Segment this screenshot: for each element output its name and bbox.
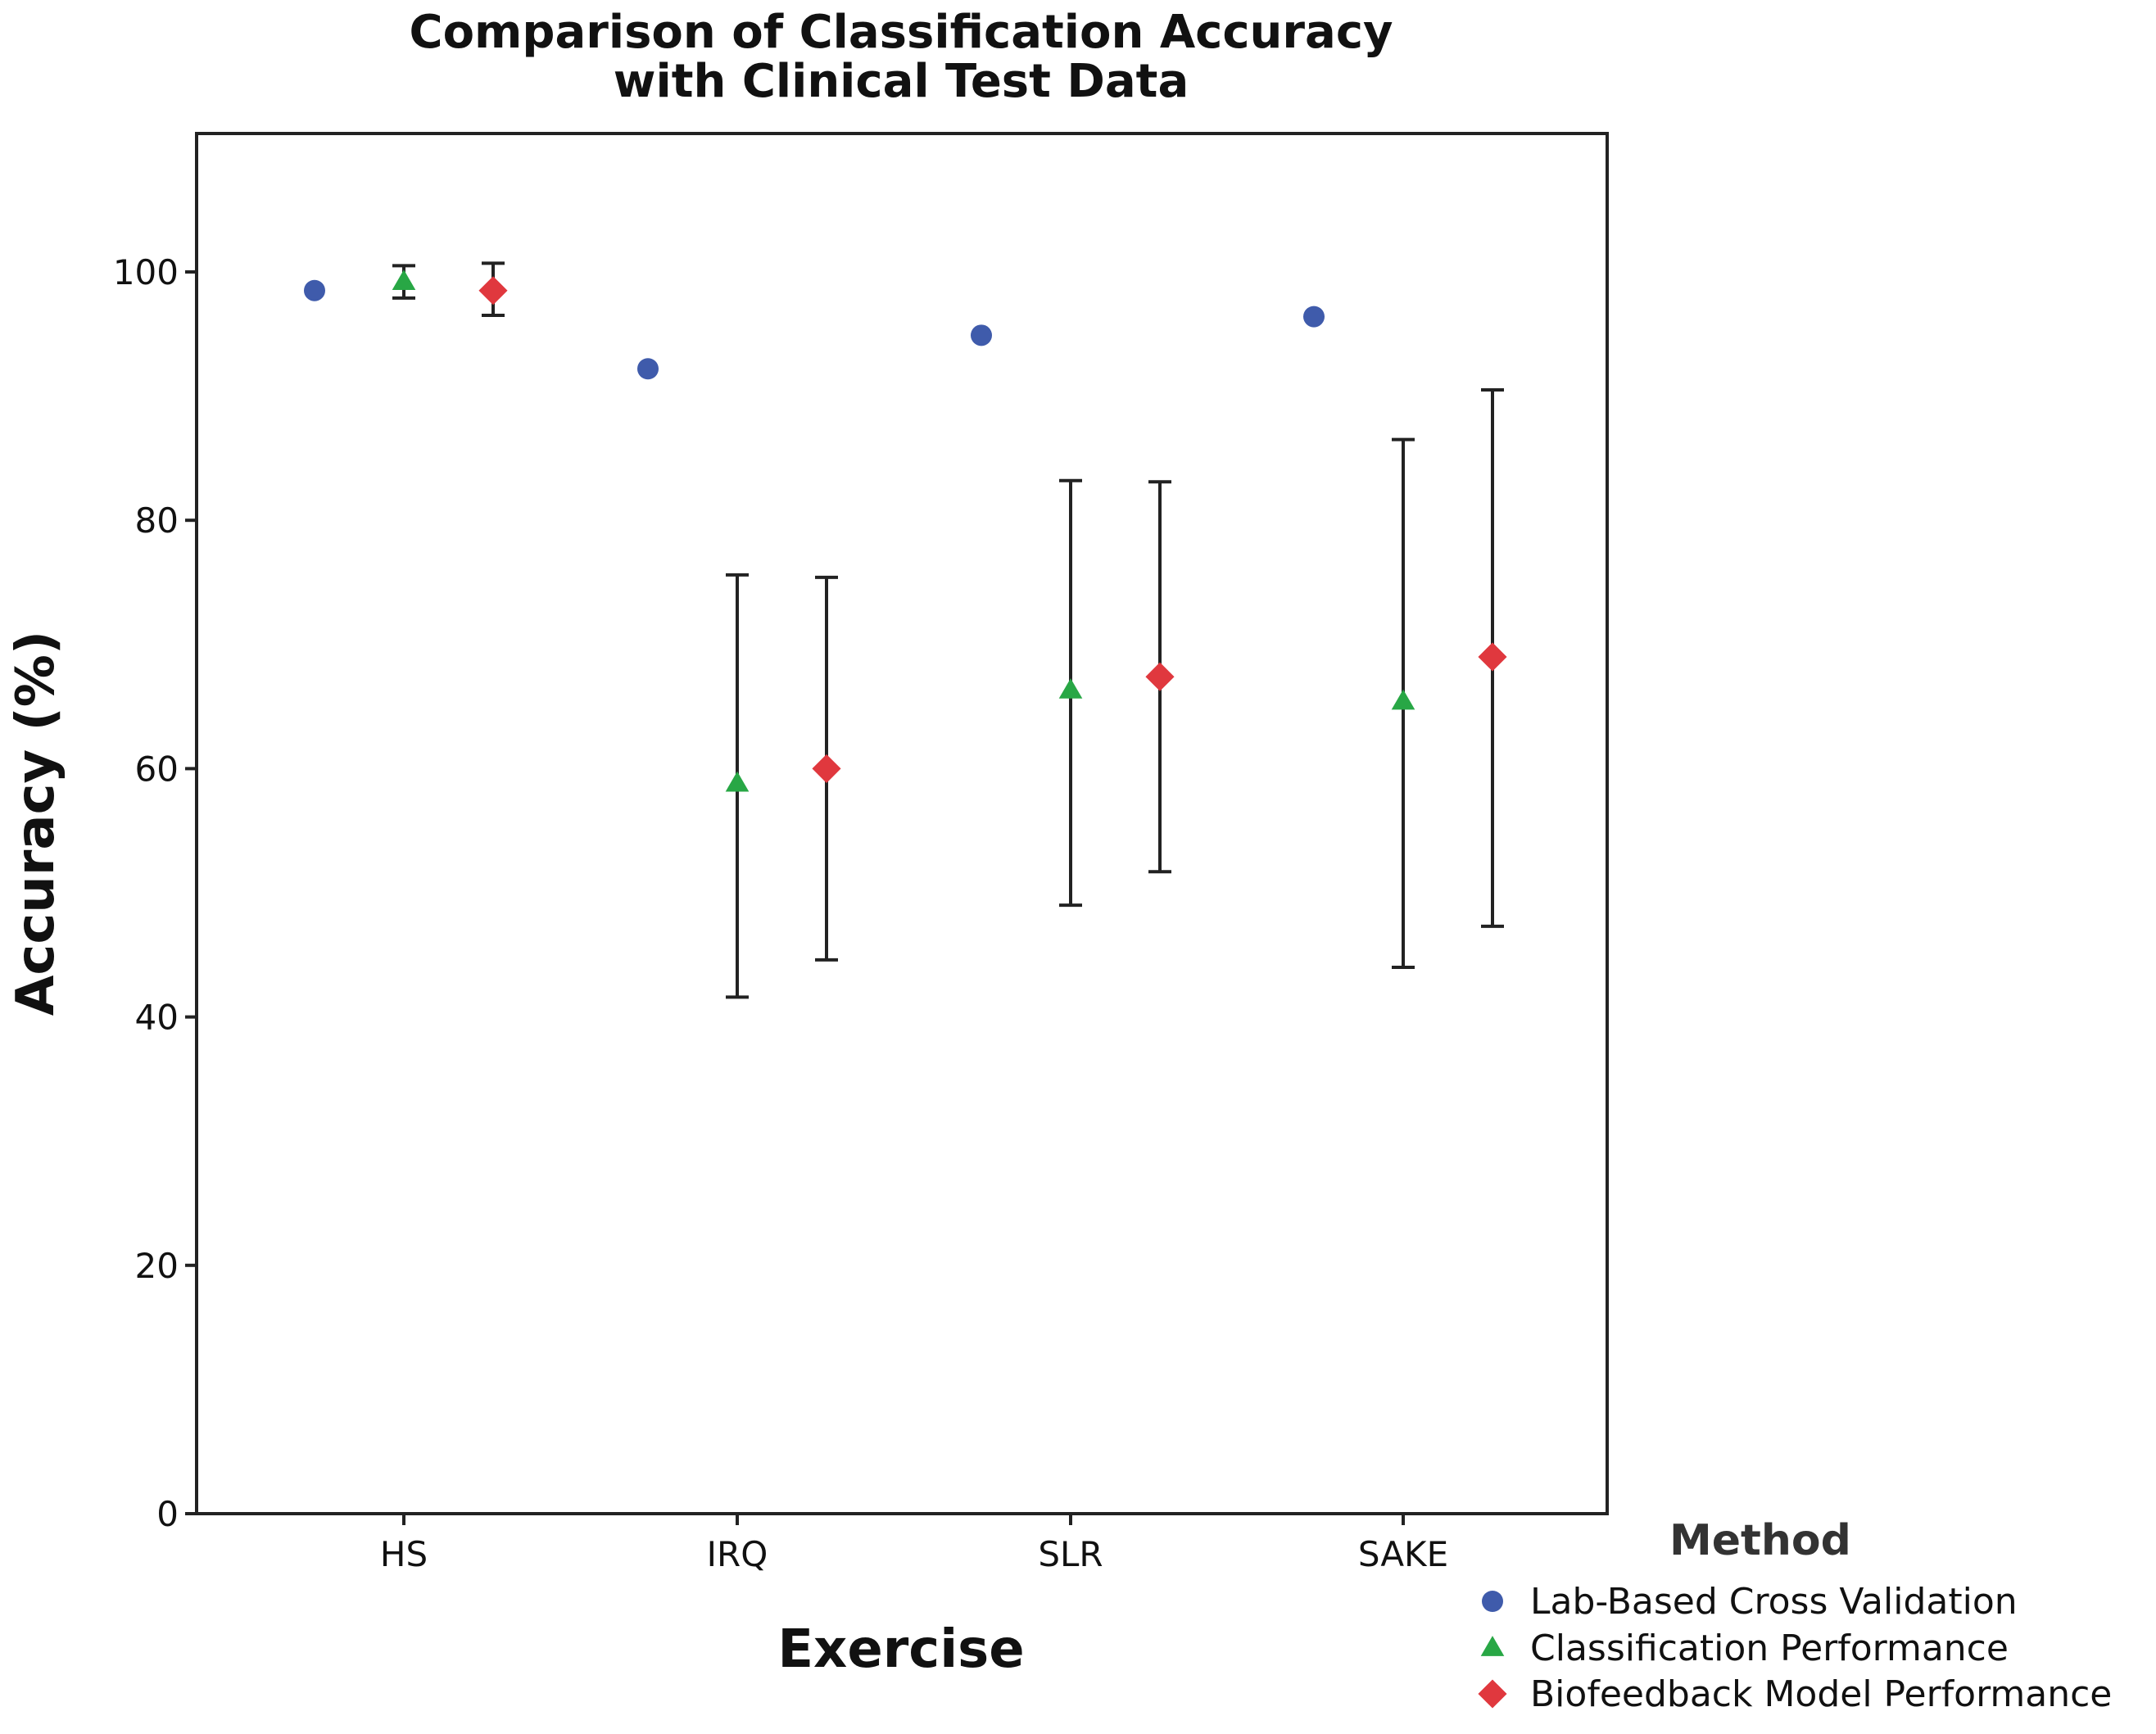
legend-label: Biofeedback Model Performance xyxy=(1530,1673,2112,1715)
legend-marker-lab-based-cross-validation xyxy=(1482,1591,1503,1612)
y-tick-label: 100 xyxy=(113,252,179,292)
point-biofeedback-model-performance-irq xyxy=(812,754,841,783)
legend-marker-classification-performance xyxy=(1480,1636,1505,1656)
error-bars xyxy=(392,261,1504,999)
y-tick-label: 20 xyxy=(135,1246,179,1286)
point-classification-performance-slr xyxy=(1058,678,1083,699)
legend-marker-biofeedback-model-performance xyxy=(1478,1679,1507,1709)
legend-item-lab-based-cross-validation: Lab-Based Cross Validation xyxy=(1482,1581,2018,1623)
legend-label: Lab-Based Cross Validation xyxy=(1530,1581,2018,1623)
x-tick-label-sake: SAKE xyxy=(1358,1534,1448,1574)
x-tick-label-hs: HS xyxy=(380,1534,428,1574)
legend-item-classification-performance: Classification Performance xyxy=(1480,1628,2009,1669)
y-tick-label: 40 xyxy=(135,998,179,1038)
point-lab-based-cross-validation-irq xyxy=(637,358,659,380)
x-tick-label-slr: SLR xyxy=(1038,1534,1103,1574)
x-axis: HS IRQ SLR SAKE xyxy=(380,1514,1448,1574)
legend-label: Classification Performance xyxy=(1530,1628,2009,1669)
x-axis-title: Exercise xyxy=(777,1619,1024,1680)
legend-title: Method xyxy=(1669,1516,1851,1565)
y-tick-label: 60 xyxy=(135,749,179,789)
x-tick-label-irq: IRQ xyxy=(707,1534,768,1574)
point-lab-based-cross-validation-hs xyxy=(304,279,325,301)
chart-title-line-2: with Clinical Test Data xyxy=(614,55,1189,108)
point-lab-based-cross-validation-sake xyxy=(1303,306,1325,328)
y-axis-title: Accuracy (%) xyxy=(6,631,66,1016)
legend: Method Lab-Based Cross Validation Classif… xyxy=(1478,1516,2112,1715)
plot-area-frame xyxy=(195,132,1609,1515)
point-classification-performance-hs xyxy=(392,269,416,291)
point-classification-performance-irq xyxy=(725,771,750,792)
point-classification-performance-sake xyxy=(1391,689,1415,710)
point-biofeedback-model-performance-slr xyxy=(1145,662,1175,691)
y-tick-label: 0 xyxy=(156,1494,179,1534)
y-tick-label: 80 xyxy=(135,500,179,541)
point-biofeedback-model-performance-sake xyxy=(1478,642,1507,672)
chart-title-line-1: Comparison of Classification Accuracy xyxy=(409,6,1393,59)
point-lab-based-cross-validation-slr xyxy=(971,324,992,346)
data-points xyxy=(304,269,1507,792)
legend-item-biofeedback-model-performance: Biofeedback Model Performance xyxy=(1478,1673,2112,1715)
point-biofeedback-model-performance-hs xyxy=(478,276,508,306)
y-axis: 0 20 40 60 80 100 xyxy=(113,252,197,1534)
